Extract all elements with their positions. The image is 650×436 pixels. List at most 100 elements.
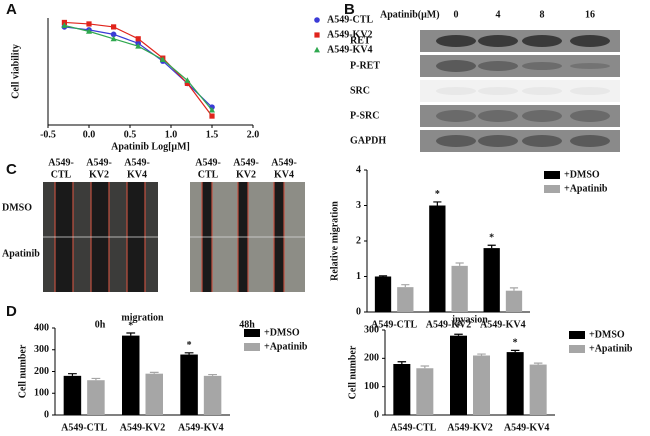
legend-swatch — [569, 345, 585, 353]
y-axis-label: Cell viability — [10, 44, 21, 99]
x-tick-label: A549-CTL — [390, 422, 436, 433]
significance-mark: * — [435, 189, 440, 200]
blot-strip — [420, 130, 620, 152]
x-tick-label: 0.0 — [83, 129, 96, 140]
error-bar — [454, 333, 463, 336]
bar — [483, 248, 500, 312]
y-tick-label: 2 — [356, 235, 361, 246]
legend-swatch — [544, 171, 560, 179]
data-point — [135, 43, 142, 49]
y-tick-label: 0 — [374, 409, 379, 420]
blot-band — [522, 62, 562, 70]
bar — [529, 364, 547, 415]
legend-label: A549-KV4 — [327, 44, 373, 55]
legend-label: +DMSO — [589, 329, 625, 340]
bar — [180, 354, 198, 415]
x-tick-label: 2.0 — [247, 129, 260, 140]
data-point — [209, 113, 215, 119]
bar — [374, 276, 392, 312]
data-point — [110, 31, 117, 38]
error-bar — [510, 349, 520, 353]
blot-band — [522, 135, 562, 147]
blot-strip — [420, 105, 620, 127]
error-bar — [420, 365, 430, 369]
x-tick-label: A549-KV2 — [426, 319, 472, 330]
blot-band — [436, 110, 476, 122]
bar — [393, 364, 411, 415]
x-tick-label: 1.0 — [165, 129, 178, 140]
scratch-column-label: A549- — [195, 157, 221, 168]
x-tick-label: A549-KV2 — [447, 422, 493, 433]
blot-band — [522, 110, 562, 122]
chart-title: invasion — [452, 314, 488, 325]
legend-swatch — [244, 343, 260, 351]
scratch-column-label: KV2 — [236, 169, 256, 180]
data-point — [314, 32, 320, 38]
y-tick-label: 0 — [44, 409, 49, 420]
legend-swatch — [244, 329, 260, 337]
blot-band — [478, 61, 518, 71]
x-axis-label: Apatinib Log[μM] — [111, 141, 190, 152]
scratch-column-label: KV2 — [89, 169, 109, 180]
error-bar — [126, 332, 136, 336]
chart-title: migration — [121, 312, 164, 323]
x-tick-label: A549-KV4 — [480, 319, 526, 330]
x-tick-label: 1.5 — [206, 129, 219, 140]
blot-band — [522, 35, 562, 47]
blot-band — [478, 87, 518, 95]
error-bar — [378, 275, 388, 277]
y-tick-label: 3 — [356, 200, 361, 211]
error-bar — [509, 287, 519, 291]
x-tick-label: A549-CTL — [61, 422, 107, 433]
blot-band — [570, 110, 610, 122]
y-tick-label: 200 — [34, 366, 49, 377]
blot-row-label: P-SRC — [350, 110, 379, 121]
scratch-column-label: A549- — [48, 157, 74, 168]
x-tick-label: A549-KV4 — [504, 422, 550, 433]
blot-band — [436, 87, 476, 95]
y-tick-label: 200 — [364, 353, 379, 364]
dose-label: 8 — [540, 9, 545, 20]
legend-swatch — [569, 331, 585, 339]
error-bar — [455, 262, 464, 266]
data-point — [184, 77, 191, 83]
blot-band — [436, 135, 476, 147]
x-tick-label: -0.5 — [40, 129, 56, 140]
x-tick-label: A549-KV4 — [178, 422, 224, 433]
data-point — [314, 46, 320, 53]
bar — [450, 335, 467, 415]
blot-band — [436, 35, 476, 47]
y-axis-label: Relative migration — [329, 201, 340, 281]
significance-mark: * — [513, 338, 518, 349]
blot-band — [436, 60, 476, 72]
bar — [429, 205, 446, 312]
data-point — [314, 17, 320, 23]
legend-label: +Apatinib — [264, 341, 308, 352]
panel-label: B — [344, 1, 355, 18]
scratch-column-label: A549- — [271, 157, 297, 168]
error-bar — [149, 371, 159, 374]
scratch-column-label: CTL — [51, 169, 72, 180]
x-tick-label: A549-CTL — [371, 319, 417, 330]
time-label: 48h — [239, 319, 255, 330]
error-bar — [433, 201, 442, 206]
bar — [203, 375, 222, 415]
error-bar — [208, 373, 217, 376]
significance-mark: * — [456, 322, 461, 333]
error-bar — [397, 361, 407, 364]
data-point — [61, 22, 68, 28]
scratch-column-label: A549- — [233, 157, 259, 168]
data-point — [86, 28, 92, 34]
y-tick-label: 4 — [356, 164, 361, 175]
bar — [145, 373, 163, 415]
blot-row-label: P-RET — [350, 60, 380, 71]
x-tick-label: 0.5 — [124, 129, 137, 140]
y-tick-label: 300 — [34, 344, 49, 355]
bar — [63, 375, 82, 415]
scratch-column-label: KV4 — [127, 169, 147, 180]
data-point — [111, 24, 117, 30]
error-bar — [401, 284, 410, 288]
bar — [505, 290, 523, 312]
y-tick-label: 0 — [356, 306, 361, 317]
significance-mark: * — [187, 340, 192, 351]
